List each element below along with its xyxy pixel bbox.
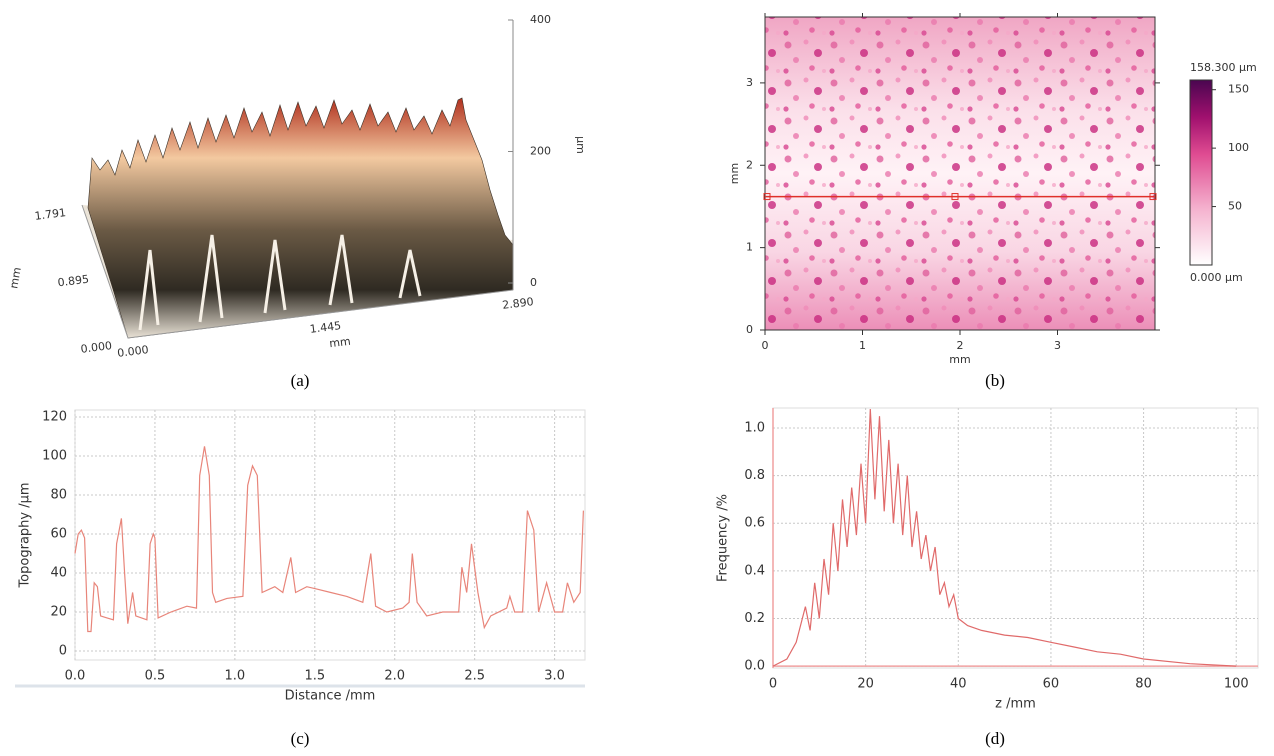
colorbar-tick-label: 150 xyxy=(1228,83,1249,96)
y-tick-label: 120 xyxy=(42,410,67,425)
x-tick-label: 40 xyxy=(950,677,967,692)
x-tick-label: 20 xyxy=(857,677,874,692)
colorbar xyxy=(1189,79,1213,266)
y-tick-label: 0.4 xyxy=(744,563,765,578)
y-tick-label: 1.0 xyxy=(744,421,765,436)
y-axis-label: mm xyxy=(728,163,741,184)
surface-render xyxy=(81,20,514,339)
panel-label: (b) xyxy=(985,371,1005,390)
x-tick-label: 3 xyxy=(1054,339,1061,352)
x-tick-label: 2 xyxy=(957,339,964,352)
colorbar-tick-label: 50 xyxy=(1228,200,1242,213)
x-tick-label: 0 xyxy=(762,339,769,352)
panel-label: (d) xyxy=(985,729,1005,748)
x-tick-label: 3.0 xyxy=(544,669,565,684)
x-tick-label: 0 xyxy=(769,677,777,692)
x-tick-label: 80 xyxy=(1135,677,1152,692)
surface xyxy=(87,97,514,339)
y-axis-label: Topography /µm xyxy=(18,482,33,588)
y-tick-label: 3 xyxy=(746,76,753,89)
y-tick-label: 80 xyxy=(50,488,67,503)
profile-handle xyxy=(1149,193,1157,201)
panel-label: (c) xyxy=(291,729,310,748)
y-tick-label: 60 xyxy=(50,527,67,542)
profile-handle xyxy=(951,193,959,201)
y-tick-label: 0.895 xyxy=(57,273,90,290)
y-tick-label: 2 xyxy=(746,158,753,171)
y-tick-label: 1.791 xyxy=(34,206,67,223)
heatmap-field xyxy=(764,16,1213,331)
surface-highlight xyxy=(138,234,422,331)
x-tick-label: 60 xyxy=(1043,677,1060,692)
y-tick-label: 0.8 xyxy=(744,468,765,483)
data-line xyxy=(772,408,1237,667)
colorbar-min-label: 0.000 µm xyxy=(1190,271,1243,284)
z-tick-label: 200 xyxy=(530,145,551,158)
x-axis-label: z /mm xyxy=(995,697,1036,712)
x-tick-label: 2.0 xyxy=(384,669,405,684)
x-tick-label: 0.0 xyxy=(65,669,86,684)
y-tick-label: 20 xyxy=(50,605,67,620)
data-line xyxy=(74,446,584,633)
x-tick-label: 2.890 xyxy=(502,295,535,312)
panel-label: (a) xyxy=(291,371,310,390)
plot-area xyxy=(74,409,586,661)
y-tick-label: 0 xyxy=(59,644,67,659)
z-tick-label: 400 xyxy=(530,13,551,26)
colorbar-max-label: 158.300 µm xyxy=(1190,61,1257,74)
x-axis-label: mm xyxy=(329,335,352,351)
x-tick-label: 0.5 xyxy=(145,669,166,684)
x-tick-label: 2.5 xyxy=(464,669,485,684)
y-tick-label: 100 xyxy=(42,449,67,464)
z-tick-label: 0 xyxy=(530,276,537,289)
x-tick-label: 1.5 xyxy=(304,669,325,684)
y-tick-label: 0.000 xyxy=(80,339,113,356)
y-axis-label: Frequency /% xyxy=(716,494,731,582)
z-axis-label: µm xyxy=(574,136,587,154)
x-tick-label: 1 xyxy=(859,339,866,352)
y-tick-label: 40 xyxy=(50,566,67,581)
x-axis-label: mm xyxy=(949,353,970,366)
profile-handle xyxy=(763,193,771,201)
heatmap-texture xyxy=(765,17,1155,330)
y-tick-label: 0 xyxy=(746,323,753,336)
y-axis-label: mm xyxy=(7,266,24,289)
x-tick-label: 1.0 xyxy=(225,669,246,684)
y-tick-label: 1 xyxy=(746,241,753,254)
x-tick-label: 0.000 xyxy=(117,343,150,360)
colorbar-tick-label: 100 xyxy=(1228,141,1249,154)
x-tick-label: 1.445 xyxy=(309,319,342,336)
x-tick-label: 100 xyxy=(1224,677,1249,692)
base-axis xyxy=(81,204,514,339)
y-tick-label: 0.6 xyxy=(744,516,765,531)
y-tick-label: 0.0 xyxy=(744,659,765,674)
x-axis-label: Distance /mm xyxy=(285,689,376,704)
y-tick-label: 0.2 xyxy=(744,611,765,626)
